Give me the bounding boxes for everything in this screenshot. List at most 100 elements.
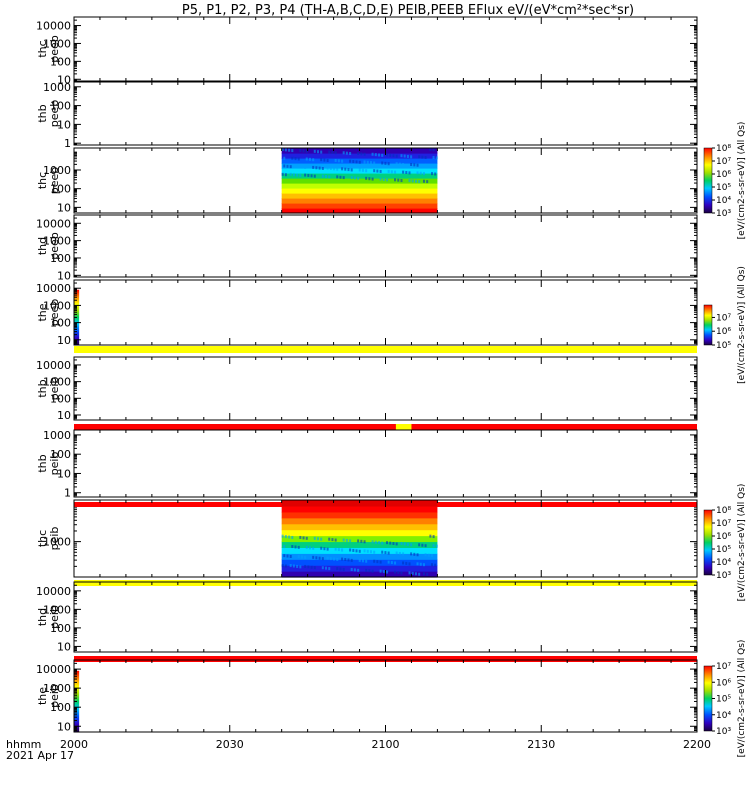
spectrogram-speckle [373, 161, 376, 165]
spectrogram-speckle [296, 173, 299, 177]
spectrogram-speckle [386, 153, 389, 157]
spectrogram-speckle [408, 571, 411, 575]
spectrogram-speckle [315, 166, 318, 170]
spectrogram-speckle [347, 558, 350, 562]
y-tick-label: 1000 [43, 37, 71, 50]
spectrogram-speckle [328, 537, 331, 541]
spectrogram-speckle [390, 170, 393, 174]
colorbar-tick-label: 10⁷ [716, 519, 731, 529]
spectrogram-speckle [366, 549, 369, 553]
spectrogram-speckle [394, 561, 397, 565]
spectrogram-speckle [392, 154, 395, 158]
colorbar-group: 10³ 10⁴ 10⁵ 10⁶ 10⁷ 10⁸ [eV/(cm2-s-sr-eV)] (Al… [703, 122, 747, 757]
y-tick-label: 10 [57, 720, 71, 733]
panel-the-peib: 10 100 1000 10000 the peib [36, 659, 698, 733]
colorbar-cb4: 10³ 10⁴ 10⁵ 10⁶ 10⁷ [eV/(cm2-s-sr-eV)] (All Q… [703, 640, 747, 757]
spectrogram-speckle [304, 173, 307, 177]
spectrogram-speckle [414, 572, 417, 576]
spectrogram-speckle [418, 180, 421, 184]
spectrogram-speckle [390, 561, 393, 565]
y-tick-label: 1000 [43, 603, 71, 616]
spectrogram-speckle [342, 176, 345, 180]
spectrogram-speckle [347, 168, 350, 172]
spectrogram-speckle [394, 570, 397, 574]
spectrogram-speckle [334, 547, 337, 551]
spectrogram-speckle [302, 149, 305, 153]
spectrogram-speckle [422, 179, 425, 183]
colorbar-tick-label: 10⁴ [716, 196, 731, 206]
spectrogram-speckle [333, 167, 336, 171]
spectrogram-speckle [323, 547, 326, 551]
spectrogram-speckle [286, 164, 289, 168]
spectrogram-speckle [405, 171, 408, 175]
spectrogram-speckle [316, 537, 319, 541]
spectrogram-speckle [382, 177, 385, 181]
spectrogram-speckle [320, 158, 323, 162]
y-tick-label: 100 [50, 701, 71, 714]
spectrogram-speckle [379, 569, 382, 573]
spectrogram-speckle [307, 173, 310, 177]
spectrogram-speckle [387, 162, 390, 166]
spectrogram-speckle [384, 161, 387, 165]
colorbar-tick-label: 10⁸ [716, 144, 731, 154]
panel-label-product: peib [48, 452, 61, 476]
panel-frame [73, 659, 698, 733]
spectrogram-speckle [416, 163, 419, 167]
spectrogram-speckle [376, 169, 379, 173]
y-tick-label: 1 [64, 487, 71, 500]
y-tick-label: 1 [64, 137, 71, 150]
spectrogram-speckle [350, 176, 353, 180]
spectrogram-speckle [325, 175, 328, 179]
spectrogram-band [281, 517, 438, 525]
spectrogram-speckle [374, 540, 377, 544]
spectrogram-speckle [292, 173, 295, 177]
spectrogram-band [281, 565, 438, 572]
spectrogram-speckle [386, 541, 389, 545]
spectrogram-speckle [355, 160, 358, 164]
y-tick-label: 10000 [36, 217, 71, 230]
y-tick-label: 1000 [43, 429, 71, 442]
colorbar-tick-label: 10⁶ [716, 327, 731, 337]
spectrogram-speckle [421, 155, 424, 159]
spectrogram-speckle [381, 550, 384, 554]
spectrogram-speckle [408, 179, 411, 183]
spectrogram-band [281, 553, 438, 560]
spectrogram-speckle [316, 150, 319, 154]
spectrogram-speckle [352, 548, 355, 552]
spectrogram-speckle [284, 535, 287, 539]
spectrogram-speckle [402, 561, 405, 565]
spectrogram-speckle [386, 570, 389, 574]
spectrogram-speckle [315, 556, 318, 560]
spectrogram-band [281, 523, 438, 531]
spectrogram-speckle [426, 180, 429, 184]
spectrogram-speckle [313, 174, 316, 178]
spectrogram-speckle [411, 571, 414, 575]
y-tick-label: 10000 [36, 359, 71, 372]
spectrogram-speckle [424, 544, 427, 548]
spectrogram-band [281, 511, 438, 519]
spectrogram-speckle [421, 543, 424, 547]
status-bar-highlight [395, 424, 412, 430]
spectrogram-speckle [429, 534, 432, 538]
spectrogram-speckle [320, 150, 323, 154]
colorbar-gradient [703, 665, 713, 732]
colorbar-tick-label: 10⁵ [716, 183, 731, 193]
spectrogram-speckle [291, 156, 294, 160]
y-tick-label: 1000 [43, 376, 71, 389]
panel-label-product: peeb [48, 167, 61, 195]
spectrogram-speckle [369, 550, 372, 554]
spectrogram-speckle [424, 163, 427, 167]
spectrogram-speckle [291, 545, 294, 549]
spectrogram-speckle [312, 158, 315, 162]
spectrogram-speckle [430, 554, 433, 558]
spectrogram-speckle [349, 548, 352, 552]
spectrogram-speckle [297, 165, 300, 169]
spectrogram-speckle [395, 154, 398, 158]
y-tick-label: 10 [57, 73, 71, 86]
panel-frame [73, 429, 698, 498]
spectrogram-speckle [331, 538, 334, 542]
panel-thd-peib: 10 100 1000 10000 thd peib [36, 581, 698, 662]
spectrogram-speckle [320, 546, 323, 550]
